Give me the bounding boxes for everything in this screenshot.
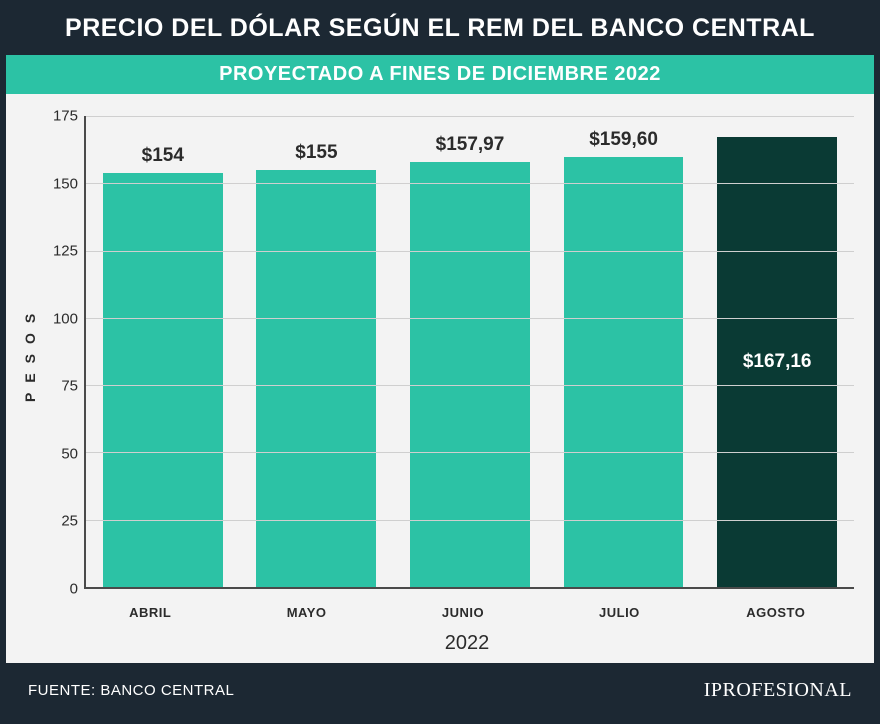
- y-tick: 175: [53, 108, 78, 125]
- bar: [410, 162, 530, 587]
- x-tick-slot: JUNIO: [385, 605, 541, 620]
- grid-line: [86, 251, 854, 252]
- x-tick: MAYO: [287, 605, 327, 620]
- source-label: FUENTE: BANCO CENTRAL: [28, 682, 234, 699]
- bar-slot: $157,97: [393, 116, 547, 587]
- y-tick: 100: [53, 310, 78, 327]
- x-tick: JULIO: [599, 605, 640, 620]
- plot-area: $154 $155 $157,97 $159,60 $167,16: [84, 116, 854, 589]
- x-tick: JUNIO: [442, 605, 484, 620]
- chart-card: PRECIO DEL DÓLAR SEGÚN EL REM DEL BANCO …: [0, 0, 880, 724]
- x-tick-slot: AGOSTO: [698, 605, 854, 620]
- bar-value-label: $154: [142, 145, 184, 167]
- grid-line: [86, 318, 854, 319]
- y-tick: 50: [61, 445, 78, 462]
- grid-line: [86, 385, 854, 386]
- bar-slot: $154: [86, 116, 240, 587]
- x-tick: AGOSTO: [746, 605, 805, 620]
- y-tick: 150: [53, 175, 78, 192]
- x-tick-slot: ABRIL: [72, 605, 228, 620]
- y-tick: 75: [61, 378, 78, 395]
- y-axis-label: PESOS: [18, 116, 42, 589]
- grid-line: [86, 452, 854, 453]
- y-tick: 25: [61, 513, 78, 530]
- x-axis-year: 2022: [6, 620, 874, 663]
- y-tick: 0: [70, 581, 78, 598]
- bar: [256, 170, 376, 587]
- bars-container: $154 $155 $157,97 $159,60 $167,16: [86, 116, 854, 587]
- y-tick: 125: [53, 243, 78, 260]
- bar-value-label: $155: [295, 142, 337, 164]
- bar-value-label: $167,16: [743, 351, 812, 373]
- bar-value-label: $157,97: [436, 134, 505, 156]
- x-tick-slot: MAYO: [228, 605, 384, 620]
- x-tick: ABRIL: [129, 605, 171, 620]
- x-axis-ticks: ABRIL MAYO JUNIO JULIO AGOSTO: [6, 595, 874, 620]
- bar-slot: $155: [240, 116, 394, 587]
- bar-slot: $167,16: [700, 116, 854, 587]
- chart-title: PRECIO DEL DÓLAR SEGÚN EL REM DEL BANCO …: [6, 6, 874, 55]
- footer: FUENTE: BANCO CENTRAL IPROFESIONAL: [6, 663, 874, 718]
- brand-logo: IPROFESIONAL: [704, 679, 852, 702]
- grid-line: [86, 183, 854, 184]
- bar-value-label: $159,60: [589, 129, 658, 151]
- bar: [564, 157, 684, 587]
- chart-subtitle: PROYECTADO A FINES DE DICIEMBRE 2022: [6, 55, 874, 94]
- chart-area: PESOS 0 25 50 75 100 125 150 175 $154 $155 $157,9…: [6, 94, 874, 595]
- brand-main: PROFESIONAL: [711, 679, 852, 701]
- grid-line: [86, 520, 854, 521]
- brand-prefix: I: [704, 679, 711, 701]
- grid-line: [86, 116, 854, 117]
- bar-slot: $159,60: [547, 116, 701, 587]
- x-tick-slot: JULIO: [541, 605, 697, 620]
- bar: [103, 173, 223, 587]
- y-axis-ticks: 0255075100125150175: [42, 116, 84, 589]
